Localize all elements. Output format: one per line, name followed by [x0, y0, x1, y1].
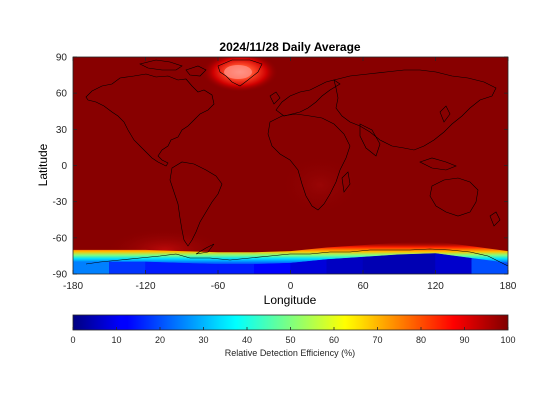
colorbar-tick-label: 10 — [111, 335, 121, 345]
antarctic-low-segment — [471, 258, 508, 274]
coast-south-america — [169, 161, 223, 247]
antarctic-low-segment — [362, 254, 400, 274]
y-tick-label: 90 — [56, 53, 68, 64]
y-tick-label: 60 — [56, 89, 68, 100]
x-tick-label: -60 — [211, 281, 226, 292]
colorbar-tick-label: 50 — [285, 335, 295, 345]
coast-new-zealand — [489, 211, 501, 227]
coast-british-isles — [269, 91, 281, 105]
chart-title: 2024/11/28 Daily Average — [219, 40, 361, 54]
coast-india — [359, 123, 381, 157]
coast-africa — [267, 113, 351, 211]
colorbar-tick-label: 30 — [198, 335, 208, 345]
coast-antarctica — [85, 248, 508, 267]
africa-shading — [280, 155, 360, 215]
colorbar-tick-label: 90 — [459, 335, 469, 345]
coast-japan — [439, 105, 451, 123]
colorbar-tick-label: 70 — [372, 335, 382, 345]
colorbar-tick-label: 80 — [416, 335, 426, 345]
coast-madagascar — [341, 171, 351, 193]
x-tick-label: -120 — [135, 281, 155, 292]
coast-baffin — [185, 65, 207, 77]
colorbar-tick-label: 0 — [70, 335, 75, 345]
colorbar-ticks: 0 10 20 30 40 50 60 70 80 90 100 — [70, 327, 516, 345]
coast-australia — [429, 177, 479, 217]
coast-antarctic-peninsula — [195, 243, 215, 255]
y-tick-label: -60 — [53, 233, 68, 244]
coast-europe — [275, 79, 341, 117]
colorbar-tick-label: 20 — [155, 335, 165, 345]
antarctic-low-segment — [109, 261, 146, 274]
colorbar-label: Relative Detection Efficiency (%) — [225, 348, 355, 358]
antarctic-low-segment — [254, 262, 291, 274]
antarctic-low-band — [73, 241, 508, 274]
x-tick-label: 180 — [500, 281, 517, 292]
x-tick-label: 120 — [427, 281, 444, 292]
y-tick-label: -30 — [53, 197, 68, 208]
antarctic-low-segment — [435, 253, 472, 274]
map-plot-area — [73, 57, 508, 274]
coast-north-america — [85, 73, 215, 167]
antarctic-low-segment — [181, 262, 219, 274]
coast-greenland — [217, 59, 263, 87]
y-tick-label: 30 — [56, 125, 68, 136]
colorbar: 0 10 20 30 40 50 60 70 80 90 100 Relative Detectio… — [70, 314, 516, 358]
coast-arctic-islands — [139, 59, 183, 71]
colorbar-tick-label: 60 — [329, 335, 339, 345]
greenland-core — [224, 65, 252, 79]
colorbar-tick-label: 100 — [500, 335, 515, 345]
x-tick-label: 0 — [288, 281, 294, 292]
coast-asia — [333, 69, 497, 151]
antarctic-low-segment — [73, 261, 110, 274]
antarctic-low-segment — [145, 261, 182, 274]
antarctic-transition — [73, 241, 508, 265]
antarctic-low-segment — [217, 264, 255, 274]
antarctic-low-segment — [326, 256, 364, 274]
x-axis: -180 -120 -60 0 60 120 180 — [63, 57, 517, 292]
colorbar-gradient — [73, 315, 508, 330]
coastlines — [85, 59, 508, 267]
x-tick-label: -180 — [63, 281, 83, 292]
x-tick-label: 60 — [357, 281, 369, 292]
coast-indonesia — [419, 157, 457, 171]
y-axis-label: Latitude — [36, 143, 50, 186]
antarctic-low-segment — [399, 253, 436, 274]
y-tick-label: -90 — [53, 270, 68, 281]
colorbar-tick-label: 40 — [242, 335, 252, 345]
y-axis: 90 60 30 0 -30 -60 -90 — [53, 53, 508, 281]
y-tick-label: 0 — [61, 161, 67, 172]
x-axis-label: Longitude — [264, 293, 317, 307]
